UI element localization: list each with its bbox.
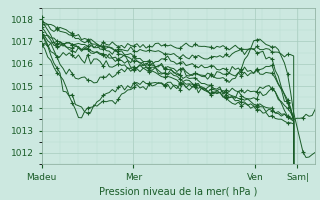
X-axis label: Pression niveau de la mer( hPa ): Pression niveau de la mer( hPa ) <box>99 186 258 196</box>
